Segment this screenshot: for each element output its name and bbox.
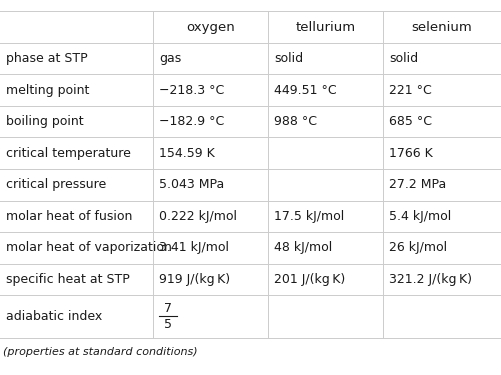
Text: specific heat at STP: specific heat at STP xyxy=(6,273,130,286)
Text: molar heat of vaporization: molar heat of vaporization xyxy=(6,242,172,254)
Text: 201 J/(kg K): 201 J/(kg K) xyxy=(274,273,345,286)
Text: solid: solid xyxy=(389,52,418,65)
Text: melting point: melting point xyxy=(6,84,89,97)
Text: 5.4 kJ/mol: 5.4 kJ/mol xyxy=(389,210,451,223)
Text: 5.043 MPa: 5.043 MPa xyxy=(159,178,224,191)
Text: oxygen: oxygen xyxy=(186,21,235,33)
Text: 3.41 kJ/mol: 3.41 kJ/mol xyxy=(159,242,229,254)
Text: tellurium: tellurium xyxy=(296,21,356,33)
Text: 988 °C: 988 °C xyxy=(274,115,317,128)
Text: 5: 5 xyxy=(164,318,172,331)
Text: critical pressure: critical pressure xyxy=(6,178,106,191)
Text: −182.9 °C: −182.9 °C xyxy=(159,115,224,128)
Text: (properties at standard conditions): (properties at standard conditions) xyxy=(3,347,197,357)
Text: 0.222 kJ/mol: 0.222 kJ/mol xyxy=(159,210,237,223)
Text: critical temperature: critical temperature xyxy=(6,147,131,160)
Text: solid: solid xyxy=(274,52,303,65)
Text: 449.51 °C: 449.51 °C xyxy=(274,84,337,97)
Text: phase at STP: phase at STP xyxy=(6,52,88,65)
Text: 919 J/(kg K): 919 J/(kg K) xyxy=(159,273,230,286)
Text: boiling point: boiling point xyxy=(6,115,84,128)
Text: 48 kJ/mol: 48 kJ/mol xyxy=(274,242,332,254)
Text: 221 °C: 221 °C xyxy=(389,84,432,97)
Text: molar heat of fusion: molar heat of fusion xyxy=(6,210,132,223)
Text: 7: 7 xyxy=(164,302,172,315)
Text: gas: gas xyxy=(159,52,181,65)
Text: −218.3 °C: −218.3 °C xyxy=(159,84,224,97)
Text: 154.59 K: 154.59 K xyxy=(159,147,214,160)
Text: 26 kJ/mol: 26 kJ/mol xyxy=(389,242,447,254)
Text: 321.2 J/(kg K): 321.2 J/(kg K) xyxy=(389,273,472,286)
Text: 17.5 kJ/mol: 17.5 kJ/mol xyxy=(274,210,344,223)
Text: 27.2 MPa: 27.2 MPa xyxy=(389,178,446,191)
Text: 685 °C: 685 °C xyxy=(389,115,432,128)
Text: 1766 K: 1766 K xyxy=(389,147,433,160)
Text: selenium: selenium xyxy=(412,21,472,33)
Text: adiabatic index: adiabatic index xyxy=(6,310,102,323)
